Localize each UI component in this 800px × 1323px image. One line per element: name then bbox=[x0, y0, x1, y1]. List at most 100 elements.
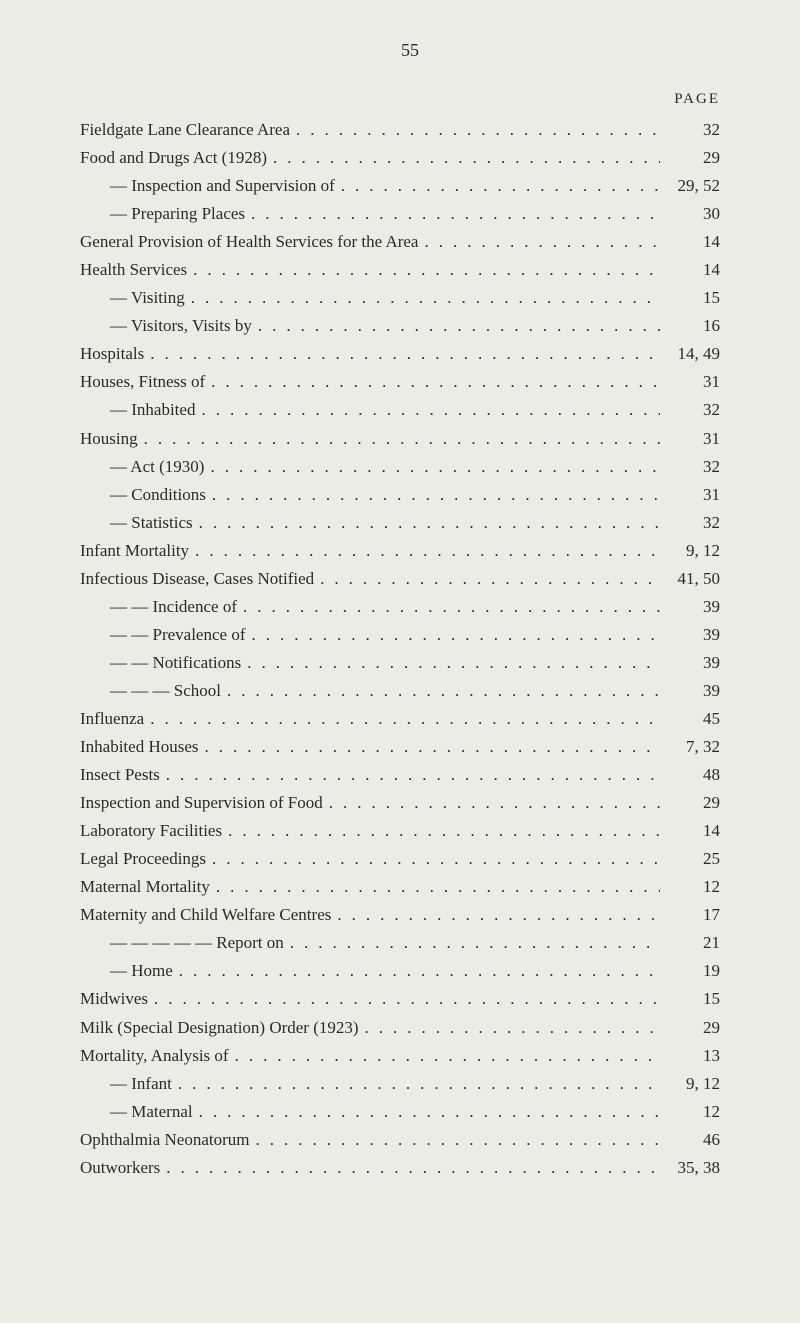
entry-page: 12 bbox=[660, 873, 740, 901]
entry-page: 14 bbox=[660, 817, 740, 845]
entry-dots: ........................................… bbox=[172, 1070, 660, 1098]
index-entry: — Maternal..............................… bbox=[80, 1098, 740, 1126]
entry-label: Outworkers bbox=[80, 1154, 160, 1182]
index-entry: Inspection and Supervision of Food......… bbox=[80, 789, 740, 817]
entry-dots: ........................................… bbox=[204, 453, 660, 481]
entry-label: Influenza bbox=[80, 705, 144, 733]
entry-dots: ........................................… bbox=[206, 845, 660, 873]
entry-label: — — Incidence of bbox=[80, 593, 237, 621]
index-entry: — Conditions............................… bbox=[80, 481, 740, 509]
entry-label: Inhabited Houses bbox=[80, 733, 199, 761]
index-entry: Fieldgate Lane Clearance Area...........… bbox=[80, 116, 740, 144]
entry-page: 14, 49 bbox=[660, 340, 740, 368]
entry-label: Infant Mortality bbox=[80, 537, 189, 565]
index-entry: Housing.................................… bbox=[80, 425, 740, 453]
entry-page: 15 bbox=[660, 284, 740, 312]
entry-page: 32 bbox=[660, 509, 740, 537]
entry-dots: ........................................… bbox=[222, 817, 660, 845]
entry-dots: ........................................… bbox=[144, 705, 660, 733]
entry-dots: ........................................… bbox=[284, 929, 660, 957]
entry-dots: ........................................… bbox=[144, 340, 660, 368]
index-entry: — Home..................................… bbox=[80, 957, 740, 985]
entry-dots: ........................................… bbox=[160, 1154, 660, 1182]
entry-dots: ........................................… bbox=[173, 957, 660, 985]
entry-label: Maternal Mortality bbox=[80, 873, 210, 901]
entry-dots: ........................................… bbox=[195, 396, 660, 424]
index-entry: Milk (Special Designation) Order (1923).… bbox=[80, 1014, 740, 1042]
entry-page: 29 bbox=[660, 144, 740, 172]
index-entry: — — — School............................… bbox=[80, 677, 740, 705]
entry-dots: ........................................… bbox=[267, 144, 660, 172]
entry-page: 48 bbox=[660, 761, 740, 789]
entry-label: — — — School bbox=[80, 677, 221, 705]
entry-page: 12 bbox=[660, 1098, 740, 1126]
index-entry: Hospitals...............................… bbox=[80, 340, 740, 368]
page-number: 55 bbox=[80, 40, 740, 61]
entry-dots: ........................................… bbox=[189, 537, 660, 565]
index-entry: — — Incidence of........................… bbox=[80, 593, 740, 621]
entry-label: — — — — — Report on bbox=[80, 929, 284, 957]
entry-page: 31 bbox=[660, 481, 740, 509]
entry-page: 39 bbox=[660, 649, 740, 677]
index-entry: — Visiting..............................… bbox=[80, 284, 740, 312]
entry-dots: ........................................… bbox=[290, 116, 660, 144]
entry-page: 29 bbox=[660, 1014, 740, 1042]
entry-page: 31 bbox=[660, 425, 740, 453]
entry-dots: ........................................… bbox=[359, 1014, 660, 1042]
entry-label: Milk (Special Designation) Order (1923) bbox=[80, 1014, 359, 1042]
entry-page: 41, 50 bbox=[660, 565, 740, 593]
index-entry: Mortality, Analysis of..................… bbox=[80, 1042, 740, 1070]
index-entry: — Inspection and Supervision of.........… bbox=[80, 172, 740, 200]
entry-label: — Statistics bbox=[80, 509, 193, 537]
entry-page: 29, 52 bbox=[660, 172, 740, 200]
entry-dots: ........................................… bbox=[148, 985, 660, 1013]
index-entry: — Infant................................… bbox=[80, 1070, 740, 1098]
index-entry: Legal Proceedings.......................… bbox=[80, 845, 740, 873]
entry-dots: ........................................… bbox=[237, 593, 660, 621]
entry-dots: ........................................… bbox=[418, 228, 660, 256]
entry-dots: ........................................… bbox=[199, 733, 660, 761]
entry-dots: ........................................… bbox=[250, 1126, 661, 1154]
index-entry: — Preparing Places......................… bbox=[80, 200, 740, 228]
entry-page: 46 bbox=[660, 1126, 740, 1154]
index-entry: Infectious Disease, Cases Notified......… bbox=[80, 565, 740, 593]
entry-dots: ........................................… bbox=[245, 200, 660, 228]
entry-page: 13 bbox=[660, 1042, 740, 1070]
index-entry: Ophthalmia Neonatorum...................… bbox=[80, 1126, 740, 1154]
entry-dots: ........................................… bbox=[185, 284, 660, 312]
entry-label: — — Prevalence of bbox=[80, 621, 245, 649]
entry-page: 30 bbox=[660, 200, 740, 228]
entry-page: 16 bbox=[660, 312, 740, 340]
entry-page: 9, 12 bbox=[660, 537, 740, 565]
entry-label: Hospitals bbox=[80, 340, 144, 368]
index-entry: — Act (1930)............................… bbox=[80, 453, 740, 481]
index-entry: — — Prevalence of.......................… bbox=[80, 621, 740, 649]
entry-dots: ........................................… bbox=[335, 172, 660, 200]
index-entry: Laboratory Facilities...................… bbox=[80, 817, 740, 845]
entry-page: 45 bbox=[660, 705, 740, 733]
entry-label: Insect Pests bbox=[80, 761, 160, 789]
entry-page: 32 bbox=[660, 396, 740, 424]
index-entry: Outworkers..............................… bbox=[80, 1154, 740, 1182]
entry-label: — — Notifications bbox=[80, 649, 241, 677]
entry-dots: ........................................… bbox=[193, 509, 660, 537]
entry-label: Fieldgate Lane Clearance Area bbox=[80, 116, 290, 144]
entry-label: Health Services bbox=[80, 256, 187, 284]
index-entry: Infant Mortality........................… bbox=[80, 537, 740, 565]
index-entry: Influenza...............................… bbox=[80, 705, 740, 733]
entry-label: — Infant bbox=[80, 1070, 172, 1098]
entry-page: 31 bbox=[660, 368, 740, 396]
entry-dots: ........................................… bbox=[229, 1042, 660, 1070]
entry-label: — Visitors, Visits by bbox=[80, 312, 252, 340]
entry-page: 39 bbox=[660, 677, 740, 705]
entry-dots: ........................................… bbox=[241, 649, 660, 677]
entry-label: — Inspection and Supervision of bbox=[80, 172, 335, 200]
index-entries: Fieldgate Lane Clearance Area...........… bbox=[80, 116, 740, 1182]
entry-dots: ........................................… bbox=[206, 481, 660, 509]
index-entry: — — Notifications.......................… bbox=[80, 649, 740, 677]
index-entry: — — — — — Report on.....................… bbox=[80, 929, 740, 957]
entry-label: Legal Proceedings bbox=[80, 845, 206, 873]
entry-label: Houses, Fitness of bbox=[80, 368, 205, 396]
entry-label: — Inhabited bbox=[80, 396, 195, 424]
entry-label: Housing bbox=[80, 425, 138, 453]
